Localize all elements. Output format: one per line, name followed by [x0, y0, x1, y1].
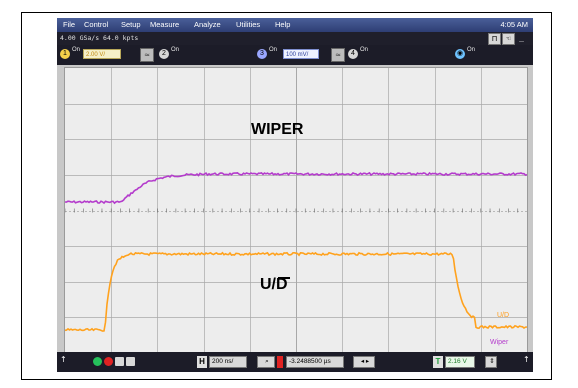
channel-3-scale[interactable]: 100 mV/: [283, 49, 319, 59]
ud-label-text: U/D: [260, 276, 288, 293]
menu-measure[interactable]: Measure: [150, 20, 180, 29]
overbar: [278, 277, 290, 279]
channel-3-coupling-icon[interactable]: ≈: [331, 48, 345, 62]
down-arrow-icon[interactable]: ↑: [523, 355, 530, 364]
delay-field[interactable]: -3.2488500 µs: [286, 356, 344, 368]
channel-4-badge[interactable]: 4: [348, 49, 358, 59]
status-bar: 4.00 GSa/s 64.0 kpts ⊓ ☜ _: [57, 32, 533, 45]
stop-icon[interactable]: [104, 357, 113, 366]
wiper-edge-label: Wiper: [490, 339, 509, 346]
channel-1-scale[interactable]: 2.00 V/: [83, 49, 121, 59]
acquisition-info: 4.00 GSa/s 64.0 kpts: [60, 34, 139, 42]
pulse-icon[interactable]: ⊓: [488, 33, 501, 45]
trigger-tag: T: [433, 356, 443, 368]
channel-1-coupling-icon[interactable]: ≈: [140, 48, 154, 62]
channel-2-on[interactable]: On: [171, 47, 180, 53]
channel-bar: 1 On 2.00 V/ ≈ 2 On 3 On 100 mV/ ≈ 4 On …: [57, 45, 533, 65]
trigger-level-field[interactable]: 2.16 V: [445, 356, 475, 368]
hand-icon[interactable]: ☜: [502, 33, 515, 45]
trigger-stepper-icon[interactable]: ⇕: [485, 356, 497, 368]
waveform-svg: [65, 68, 527, 353]
channel-1-badge[interactable]: 1: [60, 49, 70, 59]
run-icon[interactable]: [93, 357, 102, 366]
channel-1-on[interactable]: On: [72, 47, 81, 53]
horizontal-tag: H: [197, 356, 207, 368]
channel-3-badge[interactable]: 3: [257, 49, 267, 59]
print-icon[interactable]: [126, 357, 135, 366]
zoom-icon[interactable]: ⌕: [257, 356, 275, 368]
minimize-icon[interactable]: _: [519, 33, 524, 42]
up-arrow-icon[interactable]: ↑: [60, 355, 67, 364]
channel-4-on[interactable]: On: [360, 47, 369, 53]
menu-analyze[interactable]: Analyze: [194, 20, 221, 29]
menu-utilities[interactable]: Utilities: [236, 20, 261, 29]
menu-control[interactable]: Control: [84, 20, 109, 29]
clock: 4:05 AM: [500, 20, 528, 29]
graticule: [65, 68, 527, 353]
ud-edge-label: U/D: [497, 312, 510, 319]
channel-3-on[interactable]: On: [269, 47, 278, 53]
channel-2-badge[interactable]: 2: [159, 49, 169, 59]
single-icon[interactable]: [115, 357, 124, 366]
timebase-field[interactable]: 200 ns/: [209, 356, 247, 368]
oscilloscope-window: File Control Setup Measure Analyze Utili…: [57, 18, 533, 372]
waveform-display: WIPER U/D U/D Wiper: [64, 67, 528, 354]
menu-setup[interactable]: Setup: [121, 20, 141, 29]
menu-file[interactable]: File: [63, 20, 76, 29]
trigger-marker-icon: [277, 356, 283, 368]
menu-bar: File Control Setup Measure Analyze Utili…: [57, 18, 533, 32]
menu-help[interactable]: Help: [275, 20, 291, 29]
math-on[interactable]: On: [467, 47, 476, 53]
ud-trace: [65, 251, 527, 332]
wiper-trace: [65, 171, 527, 205]
delay-nav-icon[interactable]: ◂ ▸: [353, 356, 375, 368]
math-eye-icon[interactable]: ◉: [455, 49, 465, 59]
ud-label: U/D: [260, 276, 290, 294]
wiper-label: WIPER: [251, 121, 304, 138]
bottom-toolbar: ↑ H 200 ns/ ⌕ -3.2488500 µs ◂ ▸ T 2.16 V…: [57, 352, 533, 372]
